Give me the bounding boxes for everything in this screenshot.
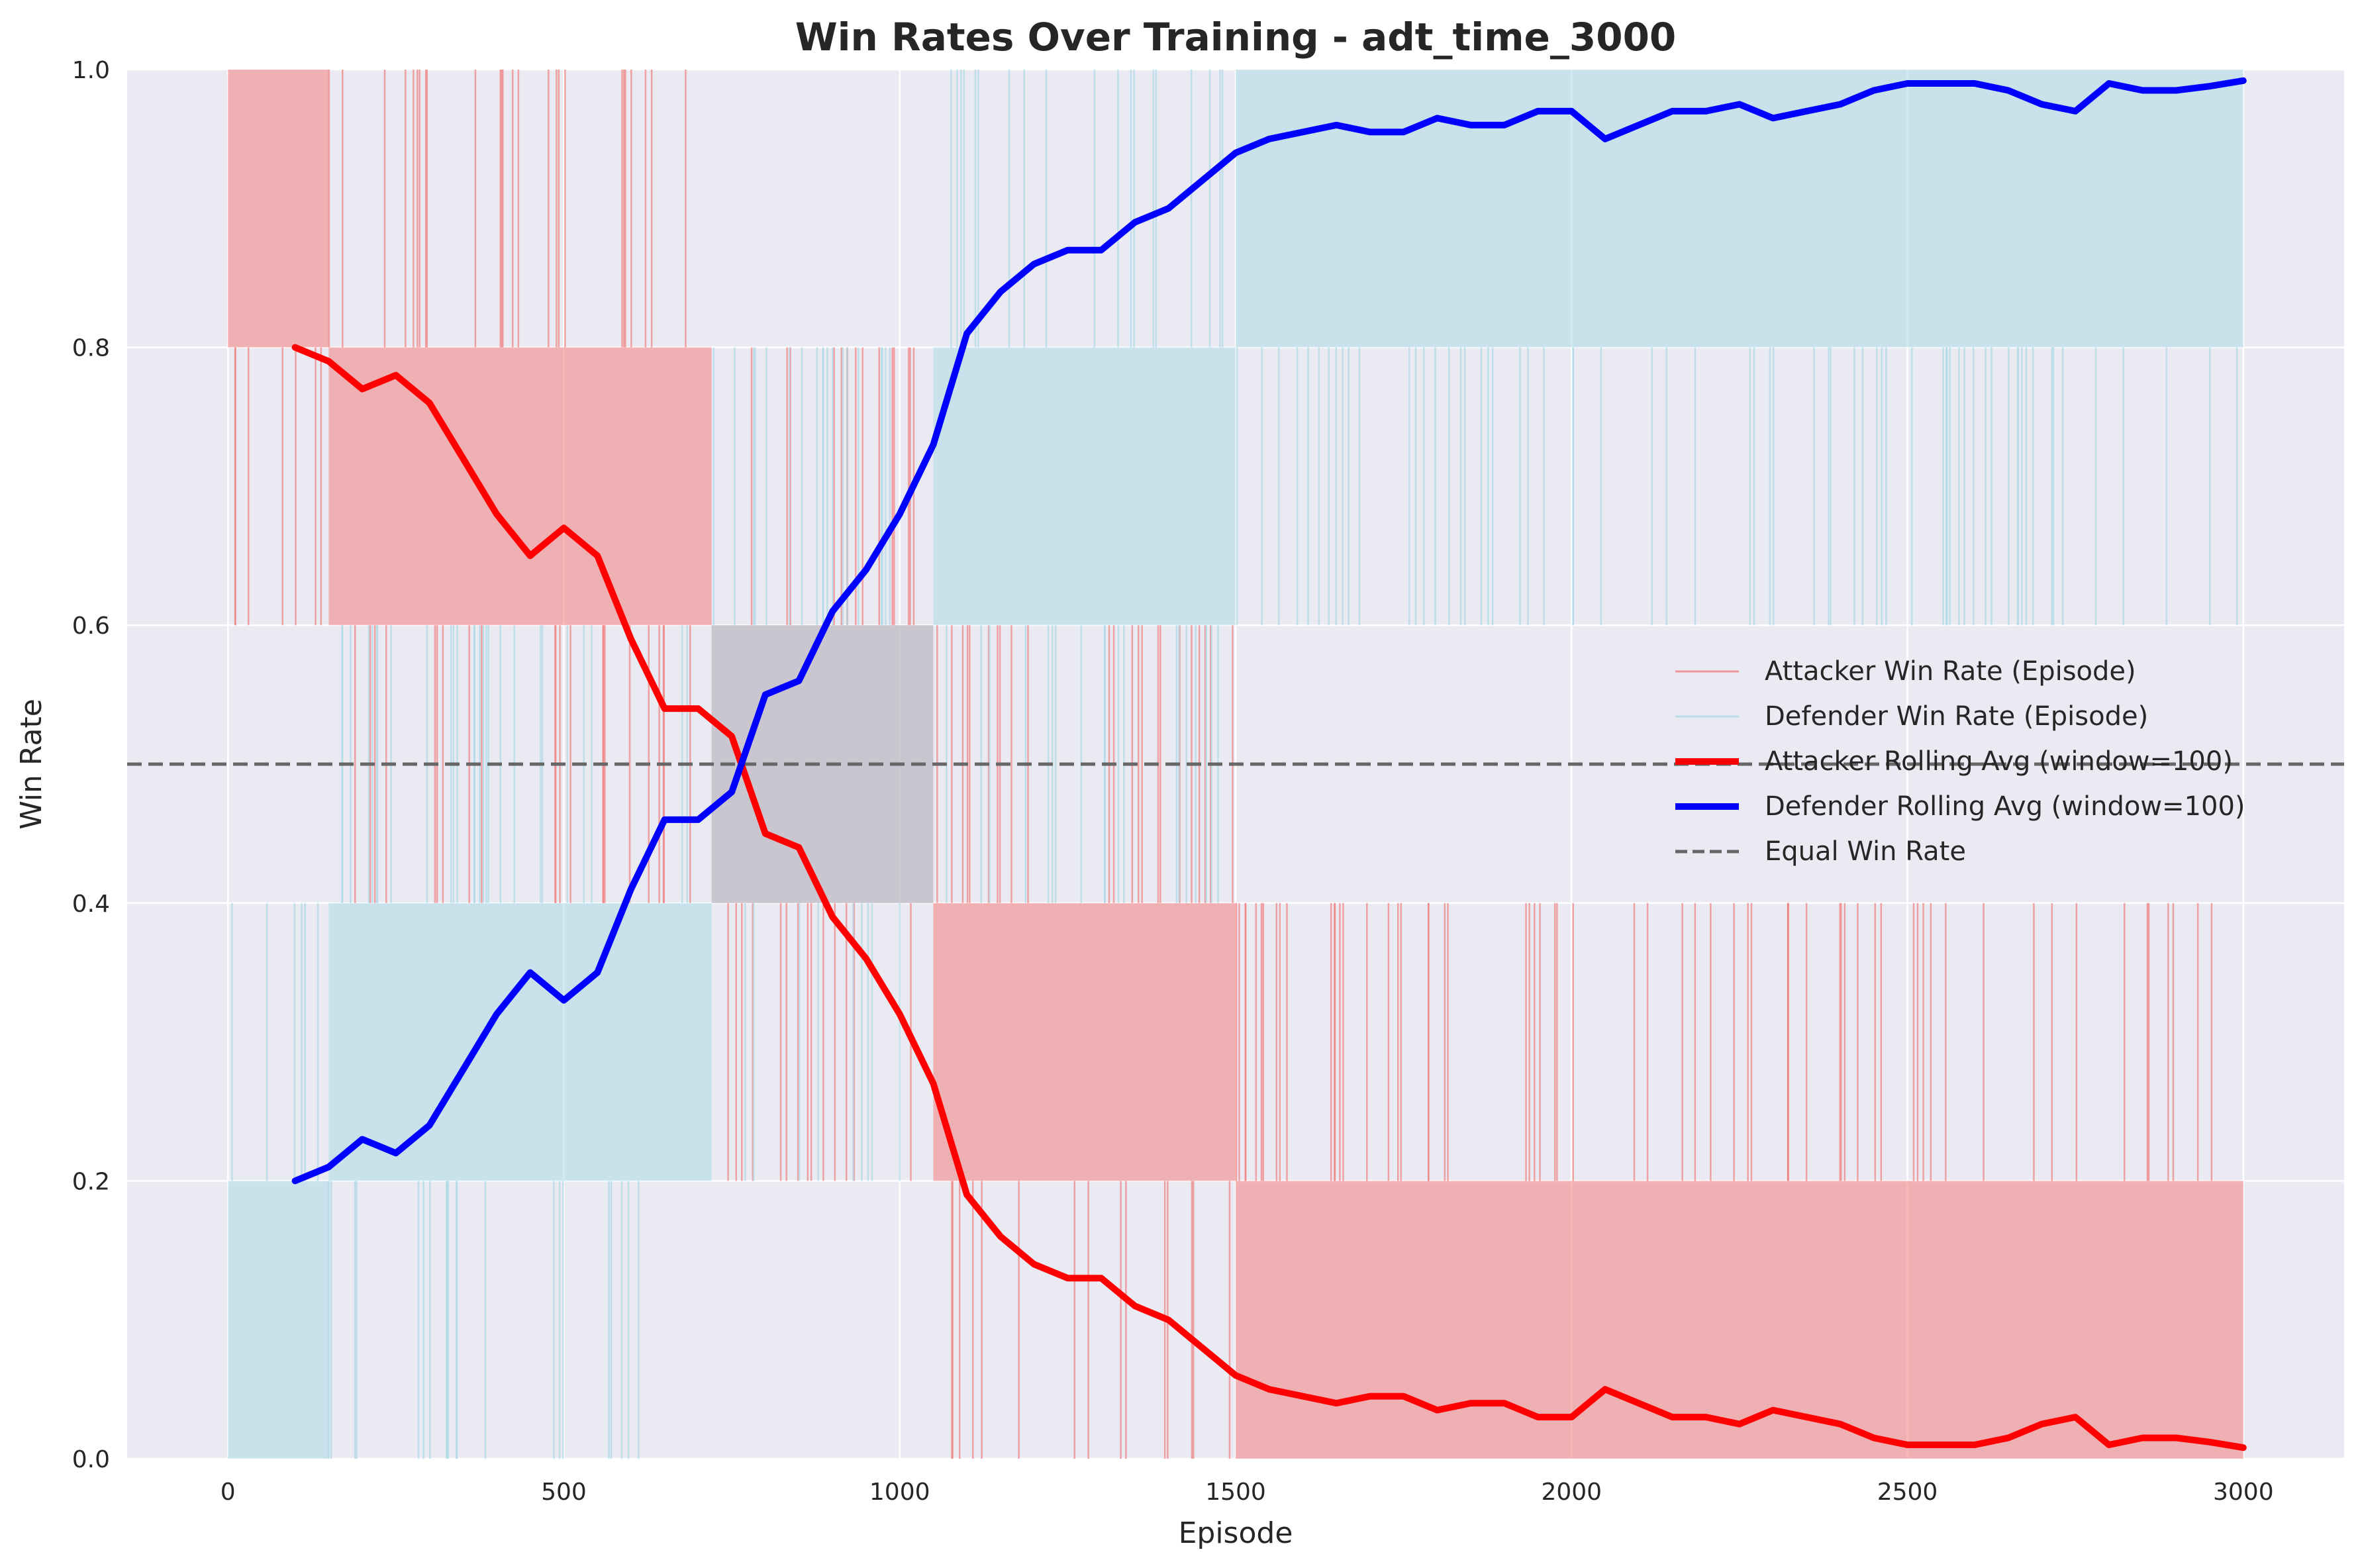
y-tick-label: 0.4 xyxy=(72,891,110,918)
x-tick-label: 3000 xyxy=(2213,1479,2274,1506)
defender-episode-bars xyxy=(228,70,2243,1459)
episode-band xyxy=(1236,1181,2243,1459)
legend-label: Attacker Rolling Avg (window=100) xyxy=(1765,746,2233,777)
legend-label: Defender Rolling Avg (window=100) xyxy=(1765,791,2245,822)
y-tick-label: 0.8 xyxy=(72,335,110,362)
x-axis-label: Episode xyxy=(1179,1516,1293,1550)
episode-band xyxy=(933,347,1236,626)
legend: Attacker Win Rate (Episode) Defender Win … xyxy=(1675,656,2245,867)
episode-win-bars xyxy=(228,70,2243,1459)
episode-band xyxy=(228,1181,329,1459)
episode-band xyxy=(228,70,329,348)
y-tick-label: 0.0 xyxy=(72,1446,110,1473)
episode-band xyxy=(328,347,712,626)
axis-tick-labels: 0 500 1000 1500 2000 2500 3000 0.0 0.2 0.4 0.6 0.8 1… xyxy=(72,57,2274,1506)
x-tick-label: 500 xyxy=(541,1479,587,1506)
legend-label: Attacker Win Rate (Episode) xyxy=(1765,656,2136,687)
legend-label: Equal Win Rate xyxy=(1765,836,1966,867)
defender-rolling-avg-line xyxy=(291,77,2247,1185)
y-axis-label: Win Rate xyxy=(15,699,48,830)
y-tick-label: 0.6 xyxy=(72,612,110,640)
rolling-average-lines xyxy=(291,77,2247,1451)
attacker-rolling-avg-line xyxy=(291,344,2247,1451)
chart-title: Win Rates Over Training - adt_time_3000 xyxy=(795,15,1677,60)
x-tick-label: 1000 xyxy=(869,1479,930,1506)
episode-band xyxy=(328,903,712,1181)
y-tick-label: 0.2 xyxy=(72,1168,110,1195)
x-tick-label: 0 xyxy=(221,1479,236,1506)
episode-band xyxy=(933,903,1236,1181)
episode-band xyxy=(1236,70,2243,348)
y-tick-label: 1.0 xyxy=(72,57,110,84)
legend-label: Defender Win Rate (Episode) xyxy=(1765,701,2148,732)
x-tick-label: 2000 xyxy=(1541,1479,1602,1506)
x-tick-label: 1500 xyxy=(1205,1479,1266,1506)
attacker-episode-bars xyxy=(228,70,2243,1459)
x-tick-label: 2500 xyxy=(1877,1479,1938,1506)
